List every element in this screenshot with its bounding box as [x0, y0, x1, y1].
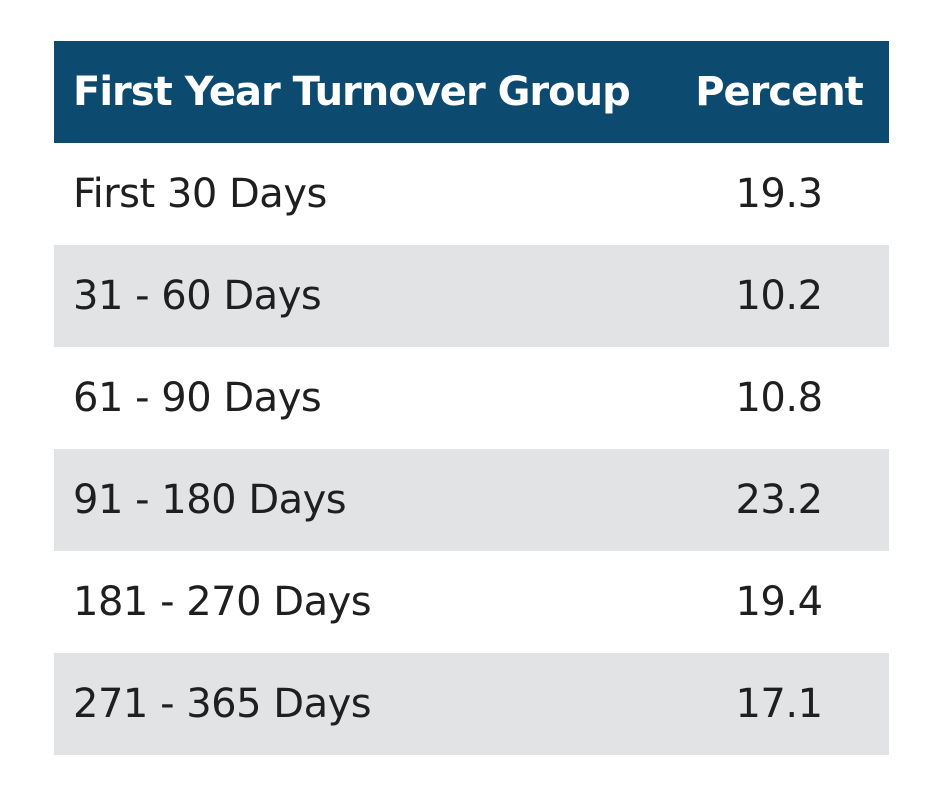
table-row: 61 - 90 Days 10.8	[54, 347, 889, 449]
percent-cell: 19.3	[735, 171, 823, 217]
group-cell: 181 - 270 Days	[73, 579, 372, 625]
group-cell: 91 - 180 Days	[54, 449, 669, 551]
table-row: 271 - 365 Days 17.1	[54, 653, 889, 755]
percent-cell: 10.8	[735, 375, 823, 421]
table-wrap: First Year Turnover Group Percent First …	[54, 41, 889, 755]
group-cell: 31 - 60 Days	[54, 245, 669, 347]
header-row: First Year Turnover Group Percent	[54, 41, 889, 143]
turnover-table: First Year Turnover Group Percent First …	[54, 41, 889, 755]
table-row: 181 - 270 Days 19.4	[54, 551, 889, 653]
percent-cell: 17.1	[669, 653, 889, 755]
header-cell: First Year Turnover Group	[54, 41, 669, 143]
group-cell: First 30 Days	[73, 171, 327, 217]
table-body: First 30 Days 19.3 31 - 60 Days 10.2 61 - 90…	[54, 143, 889, 755]
percent-cell: 23.2	[669, 449, 889, 551]
table-row: 31 - 60 Days 10.2	[54, 245, 889, 347]
percent-cell: 10.2	[669, 245, 889, 347]
group-cell: 61 - 90 Days	[73, 375, 322, 421]
percent-cell: 19.4	[735, 579, 823, 625]
group-cell: 271 - 365 Days	[54, 653, 669, 755]
table-row: 91 - 180 Days 23.2	[54, 449, 889, 551]
header-cell: Percent	[669, 41, 889, 143]
table-row: First 30 Days 19.3	[54, 143, 889, 245]
